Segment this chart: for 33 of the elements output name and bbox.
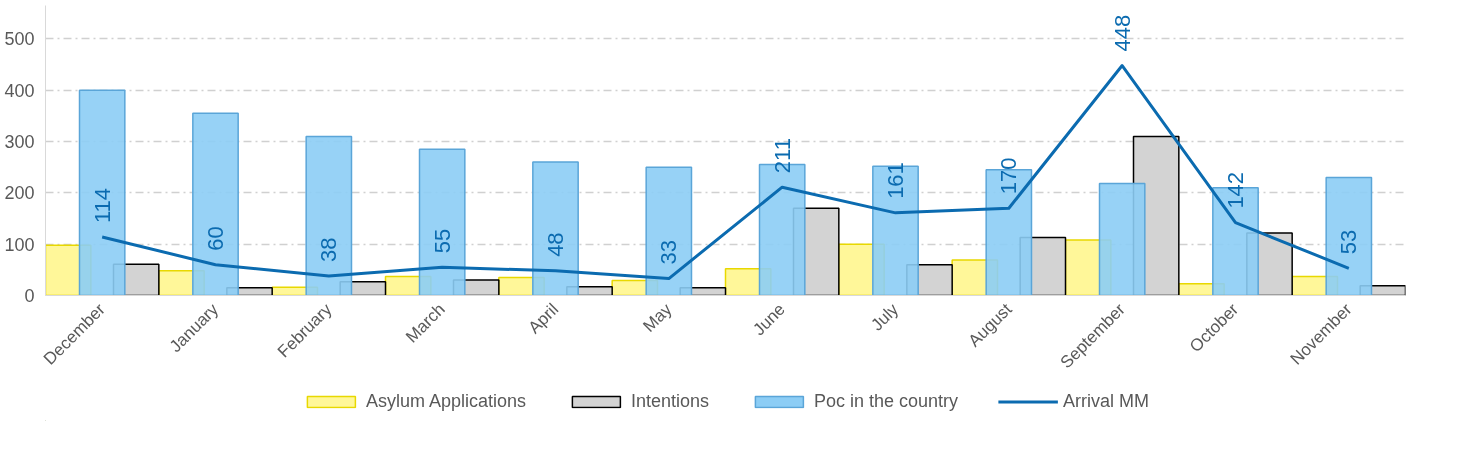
data-label: 211: [769, 138, 795, 174]
data-label: 114: [89, 187, 115, 223]
data-label: 170: [996, 157, 1022, 195]
data-label: 38: [316, 237, 342, 262]
data-label: 53: [1336, 229, 1362, 255]
x-tick-label: July: [867, 299, 903, 335]
bar: [305, 135, 353, 296]
y-tick-label: 500: [4, 29, 35, 50]
bar: [872, 165, 919, 296]
legend-label: Poc in the country: [814, 390, 959, 412]
data-label: 33: [656, 240, 682, 265]
y-tick-label: 300: [4, 132, 35, 153]
bar: [418, 148, 466, 296]
y-tick-label: 100: [4, 234, 35, 255]
y-tick-label: 0: [24, 286, 35, 306]
y-tick-label: 400: [4, 80, 35, 101]
bar: [645, 166, 693, 296]
bar: [78, 89, 126, 296]
data-label: 60: [203, 226, 228, 251]
bar: [192, 112, 239, 296]
bar: [532, 161, 579, 296]
bar: [1098, 182, 1146, 296]
data-label: 55: [429, 228, 455, 254]
legend-label: Asylum Applications: [365, 390, 526, 412]
bar: [1325, 176, 1373, 296]
x-tick-label: May: [639, 299, 676, 336]
data-label: 48: [543, 232, 568, 257]
legend-label: Intentions: [630, 390, 710, 412]
data-label: 161: [883, 162, 908, 199]
data-label: 142: [1223, 171, 1248, 209]
legend-label: Arrival MM: [1063, 390, 1150, 412]
data-label: 448: [1109, 14, 1135, 52]
y-tick-label: 200: [4, 183, 35, 204]
